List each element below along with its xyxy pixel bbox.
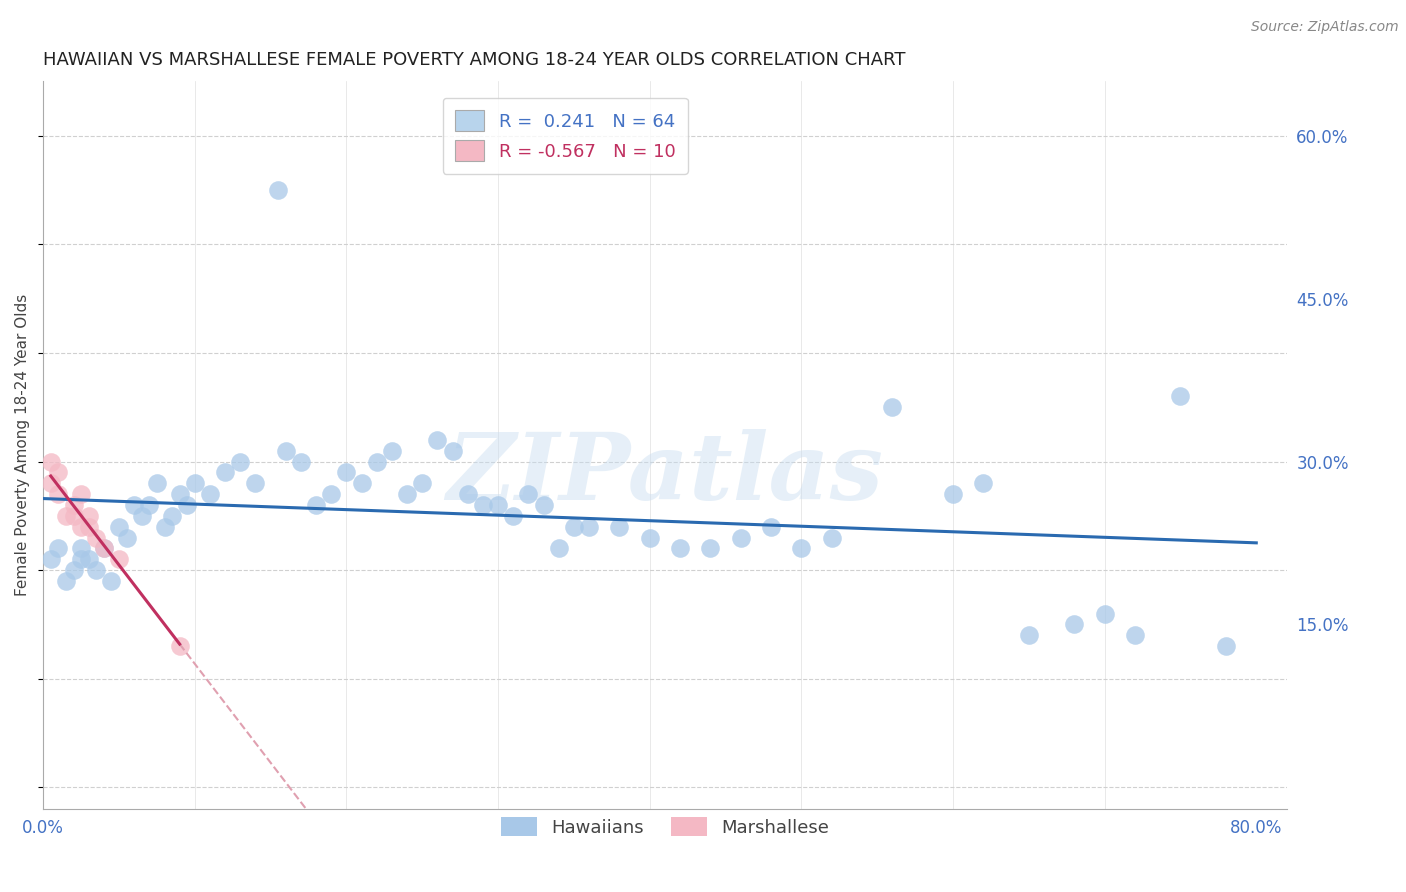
Point: [730, 531, 752, 545]
Point: [245, 476, 267, 491]
Point: [70, 519, 93, 533]
Point: [62, 563, 84, 577]
Point: [486, 498, 509, 512]
Point: [184, 476, 207, 491]
Point: [48, 487, 70, 501]
Point: [39, 454, 62, 468]
Point: [122, 498, 145, 512]
Point: [638, 531, 661, 545]
Point: [62, 508, 84, 523]
Point: [335, 466, 357, 480]
Point: [55, 574, 77, 588]
Point: [176, 498, 198, 512]
Point: [108, 552, 131, 566]
Point: [321, 487, 343, 501]
Text: HAWAIIAN VS MARSHALLESE FEMALE POVERTY AMONG 18-24 YEAR OLDS CORRELATION CHART: HAWAIIAN VS MARSHALLESE FEMALE POVERTY A…: [44, 51, 905, 69]
Point: [77, 552, 100, 566]
Point: [578, 519, 600, 533]
Point: [138, 498, 160, 512]
Point: [699, 541, 721, 556]
Point: [426, 433, 449, 447]
Point: [290, 454, 312, 468]
Point: [70, 487, 93, 501]
Text: Source: ZipAtlas.com: Source: ZipAtlas.com: [1251, 20, 1399, 34]
Point: [70, 541, 93, 556]
Point: [366, 454, 388, 468]
Point: [562, 519, 585, 533]
Point: [48, 541, 70, 556]
Legend: Hawaiians, Marshallese: Hawaiians, Marshallese: [494, 810, 837, 844]
Point: [669, 541, 692, 556]
Point: [1063, 617, 1085, 632]
Point: [441, 443, 464, 458]
Point: [77, 519, 100, 533]
Point: [93, 541, 115, 556]
Point: [153, 519, 176, 533]
Point: [942, 487, 965, 501]
Point: [609, 519, 631, 533]
Point: [533, 498, 555, 512]
Point: [115, 531, 138, 545]
Point: [77, 508, 100, 523]
Point: [457, 487, 479, 501]
Point: [1170, 389, 1192, 403]
Point: [759, 519, 782, 533]
Point: [267, 183, 290, 197]
Text: ZIPatlas: ZIPatlas: [446, 429, 883, 519]
Point: [547, 541, 569, 556]
Point: [972, 476, 994, 491]
Point: [1018, 628, 1040, 642]
Point: [84, 531, 107, 545]
Point: [160, 508, 183, 523]
Point: [229, 454, 252, 468]
Point: [350, 476, 373, 491]
Y-axis label: Female Poverty Among 18-24 Year Olds: Female Poverty Among 18-24 Year Olds: [15, 294, 30, 597]
Point: [821, 531, 844, 545]
Point: [502, 508, 524, 523]
Point: [39, 552, 62, 566]
Point: [198, 487, 221, 501]
Point: [131, 508, 153, 523]
Point: [48, 466, 70, 480]
Point: [1123, 628, 1146, 642]
Point: [93, 541, 115, 556]
Point: [790, 541, 813, 556]
Point: [146, 476, 169, 491]
Point: [108, 519, 131, 533]
Point: [396, 487, 419, 501]
Point: [1215, 639, 1237, 653]
Point: [381, 443, 404, 458]
Point: [1094, 607, 1116, 621]
Point: [169, 487, 191, 501]
Point: [517, 487, 540, 501]
Point: [411, 476, 433, 491]
Point: [169, 639, 191, 653]
Point: [55, 508, 77, 523]
Point: [274, 443, 297, 458]
Point: [39, 476, 62, 491]
Point: [100, 574, 122, 588]
Point: [471, 498, 494, 512]
Point: [70, 552, 93, 566]
Point: [305, 498, 328, 512]
Point: [882, 401, 904, 415]
Point: [84, 563, 107, 577]
Point: [62, 498, 84, 512]
Point: [214, 466, 236, 480]
